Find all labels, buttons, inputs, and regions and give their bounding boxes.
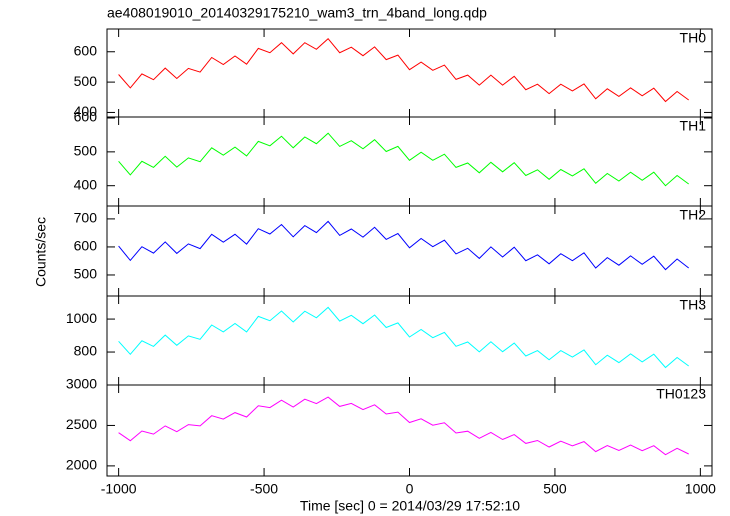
y-tick-label: 2500 (66, 416, 97, 432)
y-tick-label: 500 (74, 266, 98, 282)
panel-frame (106, 295, 713, 386)
y-tick-label: 400 (74, 103, 98, 119)
y-tick-label: 2000 (66, 457, 97, 473)
x-tick-label: 0 (406, 481, 414, 497)
y-tick-label: 600 (74, 42, 98, 58)
x-tick-label: -1000 (101, 481, 137, 497)
x-tick-label: 1000 (685, 481, 716, 497)
panel-frame (106, 384, 713, 477)
data-line (118, 132, 689, 187)
y-tick-label: 600 (74, 238, 98, 254)
y-tick-label: 700 (74, 210, 98, 226)
y-tick-label: 3000 (66, 376, 97, 392)
data-line (118, 37, 689, 103)
data-line (118, 220, 690, 271)
y-tick-label: 1000 (66, 310, 97, 326)
y-tick-label: 500 (74, 143, 98, 159)
panel-label: TH3 (680, 297, 707, 313)
chart-title: ae408019010_20140329175210_wam3_trn_4ban… (107, 5, 487, 21)
data-line (118, 306, 689, 369)
panel-label: TH1 (680, 118, 707, 134)
panel-label: TH0123 (656, 386, 706, 402)
data-line (118, 396, 689, 456)
panel-frame (106, 205, 713, 297)
x-axis-label: Time [sec] 0 = 2014/03/29 17:52:10 (300, 498, 520, 514)
x-tick-label: -500 (250, 481, 278, 497)
y-axis-label: Counts/sec (33, 217, 49, 287)
y-tick-label: 800 (74, 343, 98, 359)
panel-frame (106, 28, 713, 118)
x-tick-label: 500 (543, 481, 567, 497)
y-tick-label: 400 (74, 176, 98, 192)
y-tick-label: 600 (74, 109, 98, 125)
panel-frame (106, 116, 713, 207)
y-tick-label: 500 (74, 73, 98, 89)
panel-label: TH0 (680, 30, 707, 46)
panel-label: TH2 (680, 207, 707, 223)
